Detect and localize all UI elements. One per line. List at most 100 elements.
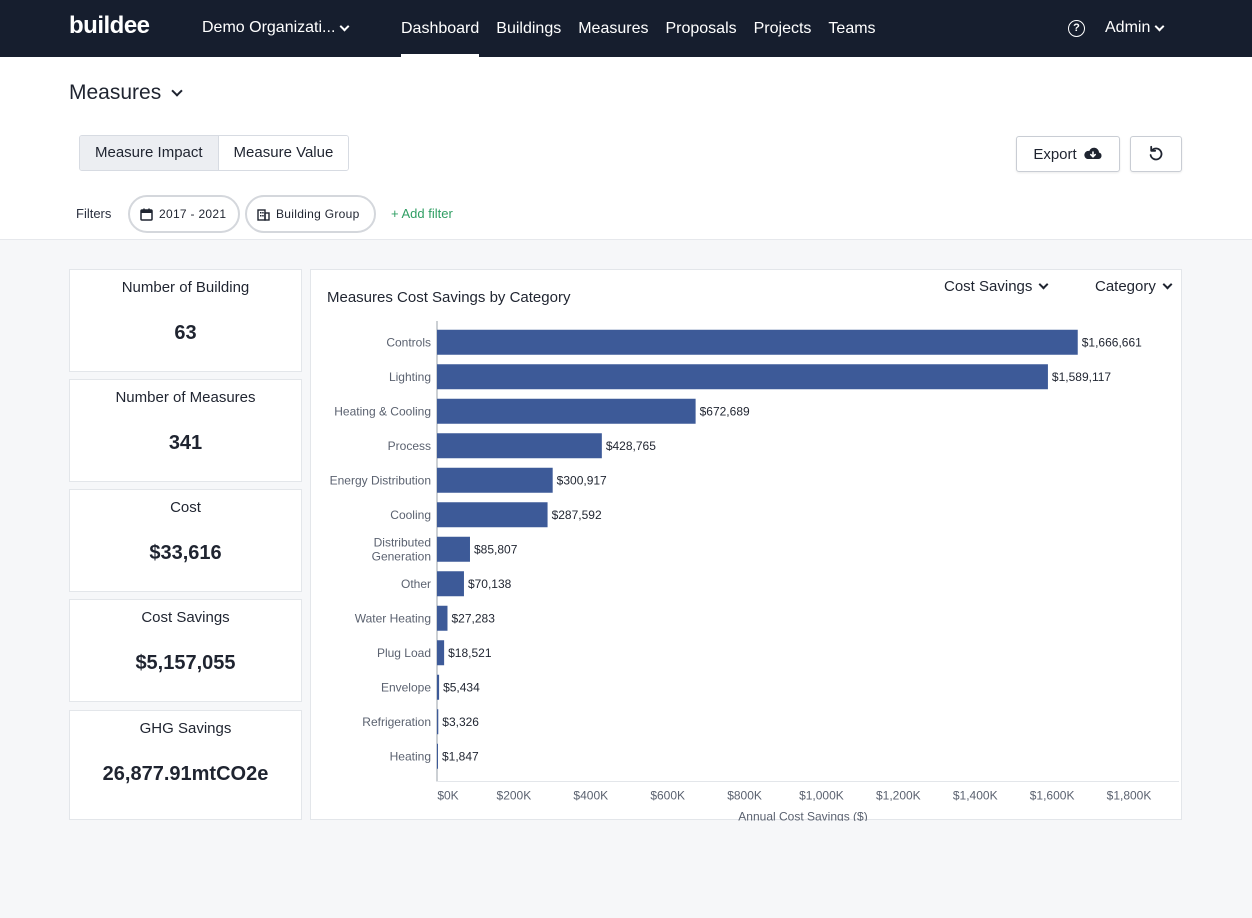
stat-value: 26,877.91mtCO2e (102, 763, 269, 785)
chart-title: Measures Cost Savings by Category (327, 289, 571, 306)
cloud-download-icon (1083, 147, 1102, 159)
top-nav: buildee Demo Organizati... Dashboard Bui… (0, 0, 1252, 57)
filters-label: Filters (76, 206, 112, 221)
category-label: Process (388, 439, 431, 453)
nav-buildings[interactable]: Buildings (496, 20, 562, 37)
x-tick-label: $1,400K (953, 789, 998, 803)
category-label: Envelope (381, 680, 431, 694)
bar-heating-cooling (437, 398, 696, 424)
x-tick-label: $1,600K (1030, 789, 1075, 803)
value-label: $428,765 (606, 439, 656, 453)
group-by-dropdown-label: Category (1095, 278, 1156, 295)
stat-value: $33,616 (149, 542, 222, 564)
group-by-dropdown[interactable]: Category (1095, 278, 1173, 295)
stat-value: $5,157,055 (135, 652, 236, 674)
bar-controls (437, 329, 1078, 355)
nav-dashboard[interactable]: Dashboard (401, 0, 480, 57)
main-nav: Dashboard Buildings Measures Proposals P… (401, 0, 876, 57)
bar-refrigeration (437, 709, 439, 735)
filter-chip-building-group[interactable]: Building Group (245, 195, 376, 233)
value-label: $1,666,661 (1082, 335, 1142, 349)
category-label: Heating & Cooling (334, 404, 431, 418)
x-tick-label: $200K (497, 789, 532, 803)
stat-label: Cost (170, 499, 201, 516)
stat-card-measures: Number of Measures 341 (69, 379, 302, 482)
category-label: Water Heating (355, 611, 431, 625)
tab-measure-value[interactable]: Measure Value (218, 136, 349, 170)
x-tick-label: $1,000K (799, 789, 844, 803)
refresh-icon (1149, 145, 1163, 161)
page-header: Measures Measure Impact Measure Value Ex… (0, 57, 1252, 240)
bar-other (437, 571, 464, 597)
view-toggle: Measure Impact Measure Value (79, 135, 350, 171)
stat-label: Cost Savings (141, 609, 230, 626)
logo[interactable]: buildee (69, 12, 150, 39)
x-tick-label: $0K (437, 789, 458, 803)
value-label: $85,807 (474, 542, 518, 556)
nav-measures[interactable]: Measures (578, 20, 649, 37)
bar-chart: Controls $1,666,661 Lighting $1,589,117 Heat… (330, 321, 1179, 822)
bar-plug-load (437, 640, 445, 666)
value-label: $300,917 (557, 473, 607, 487)
page-title[interactable]: Measures (69, 81, 183, 105)
category-label: Energy Distribution (330, 473, 431, 487)
nav-projects[interactable]: Projects (753, 20, 812, 37)
value-label: $1,589,117 (1052, 370, 1111, 384)
category-label: Refrigeration (362, 715, 431, 729)
user-name: Admin (1105, 19, 1151, 36)
metric-dropdown[interactable]: Cost Savings (944, 278, 1049, 295)
chevron-down-icon (339, 21, 350, 31)
category-label: Distributed Generation (372, 535, 431, 563)
calendar-icon (140, 208, 153, 221)
building-icon (257, 208, 270, 221)
chevron-down-icon (1162, 279, 1173, 290)
stat-value: 63 (174, 322, 197, 344)
export-button[interactable]: Export (1016, 136, 1120, 172)
add-filter-button[interactable]: + Add filter (391, 206, 453, 221)
stat-card-ghg-savings: GHG Savings 26,877.91mtCO2e (69, 710, 302, 820)
value-label: $1,847 (442, 749, 479, 763)
user-menu[interactable]: Admin (1105, 19, 1165, 37)
stat-label: Number of Measures (115, 389, 256, 406)
reset-button[interactable] (1130, 136, 1182, 172)
value-label: $5,434 (443, 680, 480, 694)
help-icon[interactable]: ? (1068, 20, 1085, 37)
stat-value: 341 (168, 432, 203, 454)
x-axis-title: Annual Cost Savings ($) (738, 810, 867, 822)
value-label: $672,689 (700, 404, 750, 418)
bar-cooling (437, 502, 548, 528)
x-tick-label: $1,200K (876, 789, 921, 803)
category-label: Cooling (390, 508, 431, 522)
chevron-down-icon (1154, 21, 1165, 31)
filter-chip-label: Building Group (276, 207, 360, 221)
chevron-down-icon (1038, 279, 1049, 290)
category-label: Lighting (389, 370, 431, 384)
organization-name: Demo Organizati... (202, 19, 336, 36)
nav-proposals[interactable]: Proposals (665, 20, 737, 37)
bar-heating (437, 743, 438, 769)
x-tick-label: $800K (727, 789, 762, 803)
filter-chip-years[interactable]: 2017 - 2021 (128, 195, 240, 233)
bar-energy-distribution (437, 467, 553, 493)
tab-measure-impact[interactable]: Measure Impact (80, 136, 219, 170)
stat-card-cost: Cost $33,616 (69, 489, 302, 592)
category-label: Heating (390, 749, 431, 763)
organization-selector[interactable]: Demo Organizati... (202, 19, 350, 37)
x-tick-label: $600K (650, 789, 685, 803)
stat-label: Number of Building (121, 279, 250, 296)
bar-lighting (437, 364, 1048, 390)
bar-envelope (437, 674, 440, 700)
stat-card-cost-savings: Cost Savings $5,157,055 (69, 599, 302, 702)
value-label: $18,521 (448, 646, 492, 660)
metric-dropdown-label: Cost Savings (944, 278, 1033, 295)
category-label: Plug Load (377, 646, 431, 660)
value-label: $27,283 (451, 611, 495, 625)
nav-teams[interactable]: Teams (828, 20, 876, 37)
filter-chip-label: 2017 - 2021 (159, 207, 227, 221)
x-tick-label: $400K (573, 789, 608, 803)
bar-distributed-generation (437, 536, 470, 562)
value-label: $287,592 (552, 508, 602, 522)
value-label: $70,138 (468, 577, 512, 591)
value-label: $3,326 (442, 715, 479, 729)
category-label: Controls (386, 335, 431, 349)
